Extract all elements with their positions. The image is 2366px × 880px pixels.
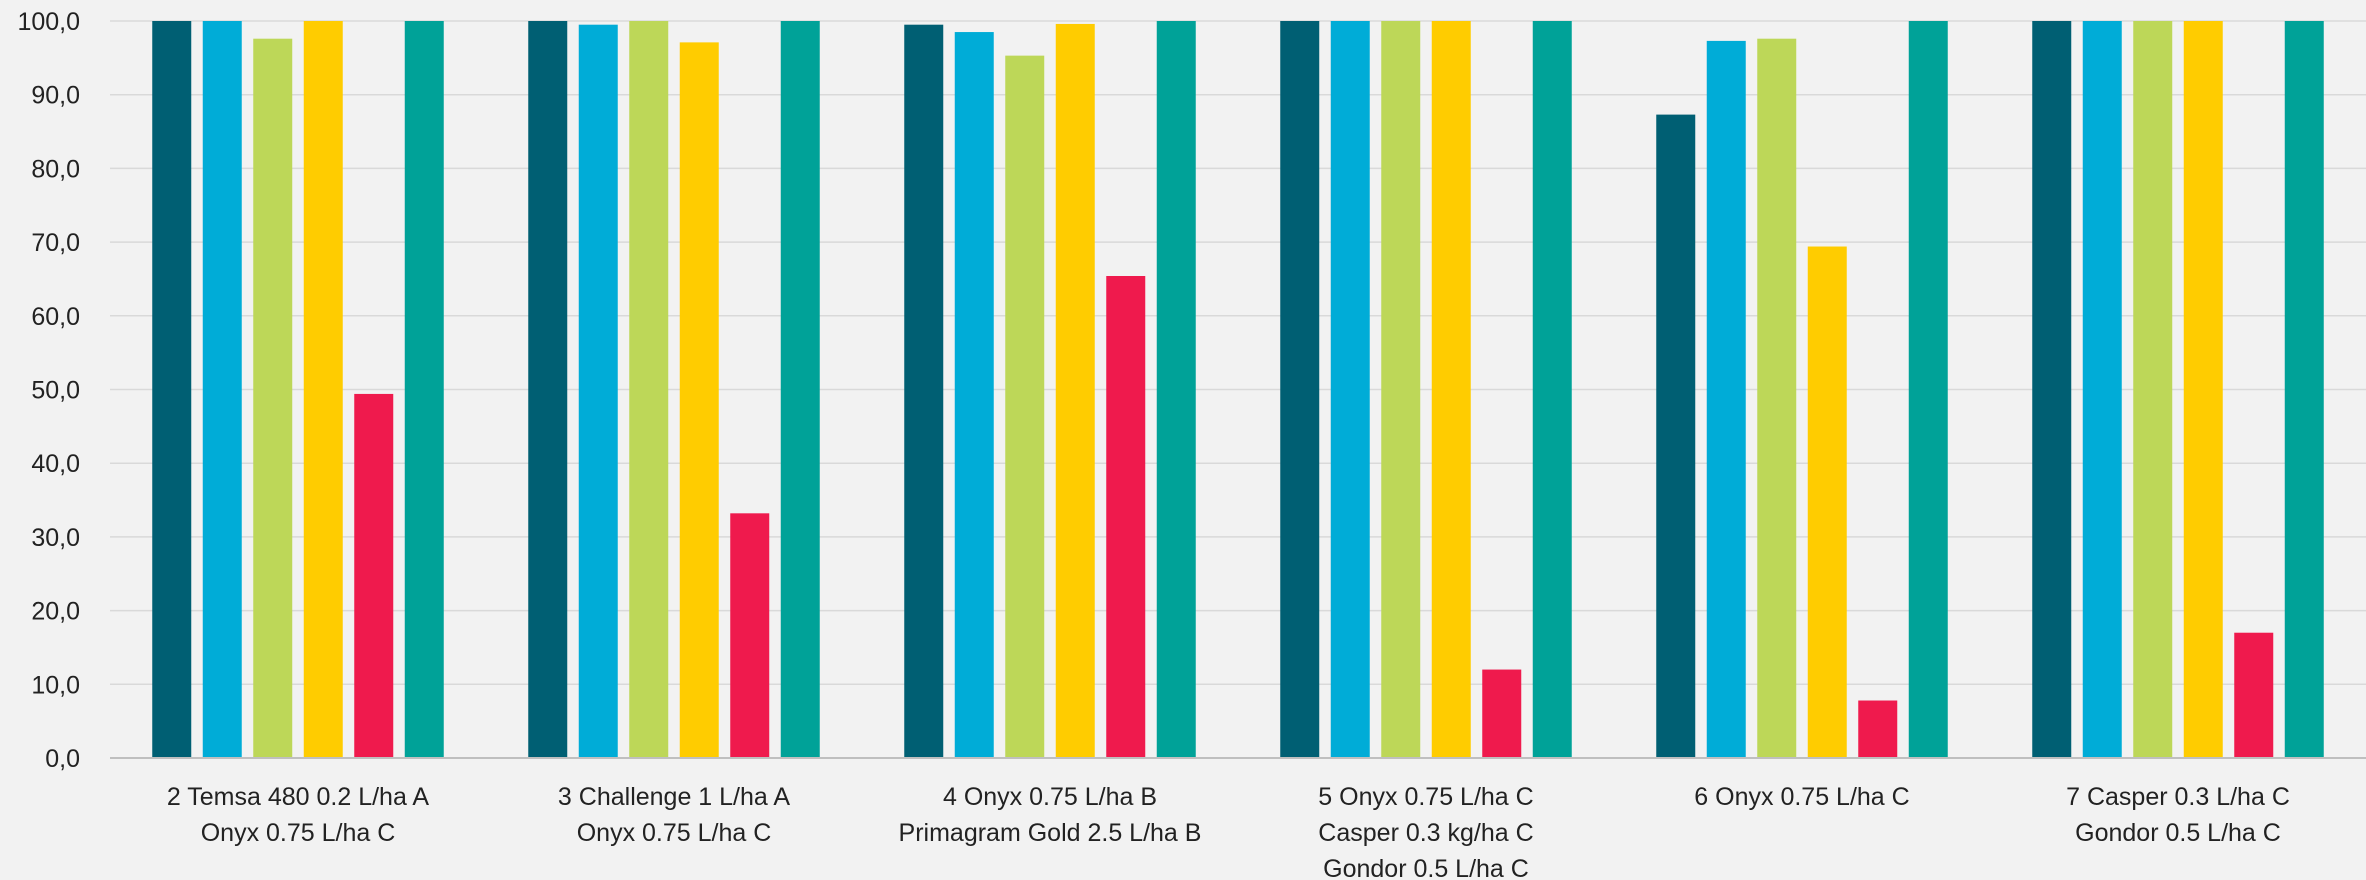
y-tick-label: 50,0 bbox=[31, 377, 80, 405]
x-category-label: 6 Onyx 0.75 L/ha C bbox=[1694, 783, 1909, 811]
bar-group-5-series-1 bbox=[1656, 114, 1696, 758]
bar-group-2-series-6 bbox=[780, 21, 820, 758]
bar-group-6-series-4 bbox=[2183, 21, 2223, 758]
y-axis-tick-labels: 0,0 10,0 20,0 30,0 40,0 50,0 60,0 70,0 80,0 90,0 1… bbox=[17, 8, 80, 773]
bar-group-2-series-1 bbox=[528, 21, 568, 758]
y-tick-label: 60,0 bbox=[31, 303, 80, 331]
x-category-label: 7 Casper 0.3 L/ha C Gondor 0.5 L/ha C bbox=[2066, 783, 2290, 847]
bar-group-1-series-5 bbox=[354, 393, 394, 758]
bar-group-5-series-4 bbox=[1807, 246, 1847, 758]
bar-group-4-series-4 bbox=[1431, 21, 1471, 758]
y-tick-label: 10,0 bbox=[31, 671, 80, 699]
bar-group-4-series-2 bbox=[1330, 21, 1370, 758]
bar-group-6-series-1 bbox=[2032, 21, 2072, 758]
bar-group-6-series-2 bbox=[2082, 21, 2122, 758]
bar-group-5-series-5 bbox=[1858, 700, 1898, 758]
y-tick-label: 100,0 bbox=[17, 8, 80, 36]
bar-group-6-series-6 bbox=[2284, 21, 2324, 758]
bars bbox=[152, 21, 2324, 759]
bar-group-3-series-6 bbox=[1156, 21, 1196, 758]
y-tick-label: 70,0 bbox=[31, 229, 80, 257]
x-category-label: 5 Onyx 0.75 L/ha C Casper 0.3 kg/ha C Gond… bbox=[1318, 783, 1533, 880]
y-tick-label: 80,0 bbox=[31, 155, 80, 183]
y-tick-label: 40,0 bbox=[31, 450, 80, 478]
bar-group-1-series-6 bbox=[404, 21, 444, 758]
bar-group-1-series-2 bbox=[202, 21, 242, 758]
y-tick-label: 30,0 bbox=[31, 524, 80, 552]
bar-group-2-series-2 bbox=[578, 24, 618, 759]
bar-group-3-series-2 bbox=[954, 32, 994, 759]
y-tick-label: 20,0 bbox=[31, 598, 80, 626]
bar-group-3-series-1 bbox=[904, 24, 944, 759]
bar-group-5-series-2 bbox=[1706, 40, 1746, 759]
x-category-label: 4 Onyx 0.75 L/ha B Primagram Gold 2.5 L/h… bbox=[899, 783, 1202, 847]
bar-group-2-series-3 bbox=[629, 21, 669, 758]
y-tick-label: 0,0 bbox=[45, 745, 80, 773]
bar-group-1-series-1 bbox=[152, 21, 192, 758]
bar-group-5-series-6 bbox=[1908, 21, 1948, 758]
bar-group-6-series-5 bbox=[2234, 632, 2274, 758]
bar-group-4-series-5 bbox=[1482, 669, 1522, 758]
bar-group-4-series-6 bbox=[1532, 21, 1572, 758]
bar-group-6-series-3 bbox=[2133, 21, 2173, 758]
bar-group-1-series-3 bbox=[253, 38, 293, 759]
bar-group-3-series-5 bbox=[1106, 276, 1146, 758]
bar-group-4-series-3 bbox=[1381, 21, 1421, 758]
bar-group-4-series-1 bbox=[1280, 21, 1320, 758]
gridlines bbox=[110, 20, 2366, 686]
bar-group-2-series-5 bbox=[730, 513, 770, 758]
y-tick-label: 90,0 bbox=[31, 82, 80, 110]
x-category-label: 3 Challenge 1 L/ha A Onyx 0.75 L/ha C bbox=[558, 783, 790, 847]
bar-group-5-series-3 bbox=[1757, 38, 1797, 759]
bar-group-3-series-4 bbox=[1055, 23, 1095, 759]
bar-group-1-series-4 bbox=[303, 21, 343, 758]
bar-group-3-series-3 bbox=[1005, 55, 1045, 759]
bar-group-2-series-4 bbox=[679, 42, 719, 759]
x-category-label: 2 Temsa 480 0.2 L/ha A Onyx 0.75 L/ha C bbox=[167, 783, 430, 847]
x-axis-category-labels: 2 Temsa 480 0.2 L/ha A Onyx 0.75 L/ha C 3 … bbox=[167, 783, 2290, 880]
